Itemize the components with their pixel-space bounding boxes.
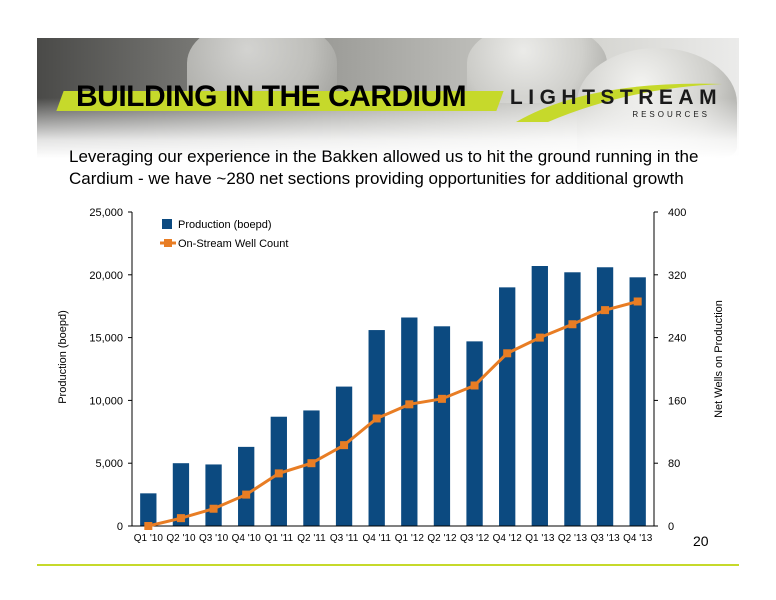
well-count-marker bbox=[372, 414, 381, 423]
right-axis: 0 80 160 240 320 400 bbox=[653, 207, 686, 533]
y-tick-label: 25,000 bbox=[89, 207, 123, 219]
legend-label-wells: On-Stream Well Count bbox=[178, 238, 288, 250]
well-count-marker bbox=[633, 297, 642, 306]
production-bar bbox=[303, 410, 320, 526]
page-number: 20 bbox=[693, 533, 709, 549]
production-bar bbox=[205, 464, 222, 526]
line-series bbox=[144, 297, 642, 530]
production-bar bbox=[564, 272, 581, 526]
legend-swatch-production bbox=[162, 219, 172, 229]
x-tick-label: Q2 '11 bbox=[297, 533, 326, 544]
production-bar bbox=[499, 287, 516, 526]
production-bar bbox=[368, 330, 385, 526]
well-count-marker bbox=[340, 441, 349, 450]
well-count-marker bbox=[535, 333, 544, 342]
x-tick-label: Q3 '12 bbox=[460, 533, 490, 544]
well-count-marker bbox=[568, 320, 577, 329]
x-axis: Q1 '10 Q2 '10 Q3 '10 Q4 '10 Q1 '11 Q2 '11 Q3 '… bbox=[132, 525, 654, 544]
x-tick-label: Q4 '12 bbox=[493, 533, 523, 544]
well-count-marker bbox=[405, 400, 414, 409]
x-tick-label: Q3 '10 bbox=[199, 533, 229, 544]
y-tick-label: 5,000 bbox=[95, 458, 123, 470]
left-axis: 0 5,000 10,000 15,000 20,000 25,000 bbox=[89, 207, 133, 533]
y-tick-label: 0 bbox=[117, 521, 123, 533]
production-bar bbox=[629, 277, 646, 526]
logo-swoosh bbox=[516, 83, 722, 122]
y-tick-label: 15,000 bbox=[89, 333, 123, 345]
production-bar bbox=[172, 463, 190, 526]
well-count-marker bbox=[437, 394, 446, 403]
header-banner-photo bbox=[37, 38, 739, 158]
y2-tick-label: 240 bbox=[668, 333, 686, 345]
production-bar bbox=[531, 266, 548, 526]
x-tick-label: Q3 '11 bbox=[330, 533, 359, 544]
y2-tick-label: 80 bbox=[668, 458, 680, 470]
slide-title: BUILDING IN THE CARDIUM bbox=[76, 80, 467, 113]
y2-axis-label: Net Wells on Production bbox=[713, 300, 725, 418]
x-tick-label: Q4 '13 bbox=[623, 533, 653, 544]
well-count-marker bbox=[176, 514, 185, 523]
production-bar bbox=[335, 386, 353, 526]
production-bar bbox=[140, 493, 157, 526]
chart-legend: Production (boepd) On-Stream Well Count bbox=[160, 219, 288, 250]
production-bar bbox=[466, 341, 483, 526]
well-count-line bbox=[147, 300, 639, 528]
well-count-marker bbox=[470, 381, 479, 390]
legend-swatch-wells-marker bbox=[164, 239, 172, 247]
production-bar bbox=[238, 446, 255, 526]
x-tick-label: Q2 '12 bbox=[427, 533, 457, 544]
y2-tick-label: 160 bbox=[668, 395, 686, 407]
well-count-marker bbox=[274, 469, 283, 478]
y2-tick-label: 0 bbox=[668, 521, 674, 533]
well-count-marker bbox=[209, 504, 218, 513]
well-count-marker bbox=[307, 459, 316, 468]
x-tick-label: Q1 '12 bbox=[395, 533, 425, 544]
well-count-marker bbox=[242, 490, 251, 499]
x-tick-label: Q1 '13 bbox=[525, 533, 555, 544]
logo-tagline: RESOURCES bbox=[632, 110, 710, 119]
lightstream-logo: LIGHTSTREAM RESOURCES bbox=[508, 78, 724, 128]
slide-subtitle: Leveraging our experience in the Bakken … bbox=[69, 147, 699, 188]
y2-tick-label: 400 bbox=[668, 207, 686, 219]
x-tick-label: Q2 '13 bbox=[558, 533, 588, 544]
well-count-marker bbox=[503, 349, 512, 358]
production-chart: 0 5,000 10,000 15,000 20,000 25,000 0 80 160 240… bbox=[57, 207, 725, 544]
y-tick-label: 20,000 bbox=[89, 270, 123, 282]
x-tick-label: Q4 '11 bbox=[362, 533, 391, 544]
x-tick-label: Q1 '10 bbox=[134, 533, 164, 544]
production-bar bbox=[596, 267, 614, 526]
bar-series bbox=[140, 266, 646, 526]
y2-tick-label: 320 bbox=[668, 270, 686, 282]
y-tick-label: 10,000 bbox=[89, 395, 123, 407]
x-tick-label: Q1 '11 bbox=[265, 533, 294, 544]
production-bar bbox=[433, 326, 451, 526]
y-axis-label: Production (boepd) bbox=[57, 310, 69, 404]
well-count-marker bbox=[601, 306, 610, 315]
x-tick-label: Q2 '10 bbox=[166, 533, 196, 544]
legend-label-production: Production (boepd) bbox=[178, 219, 272, 231]
production-bar bbox=[401, 317, 418, 526]
well-count-marker bbox=[144, 522, 153, 530]
footer-accent-line bbox=[37, 564, 739, 566]
x-tick-label: Q4 '10 bbox=[232, 533, 262, 544]
logo-wordmark: LIGHTSTREAM bbox=[509, 86, 723, 109]
x-tick-label: Q3 '13 bbox=[590, 533, 620, 544]
